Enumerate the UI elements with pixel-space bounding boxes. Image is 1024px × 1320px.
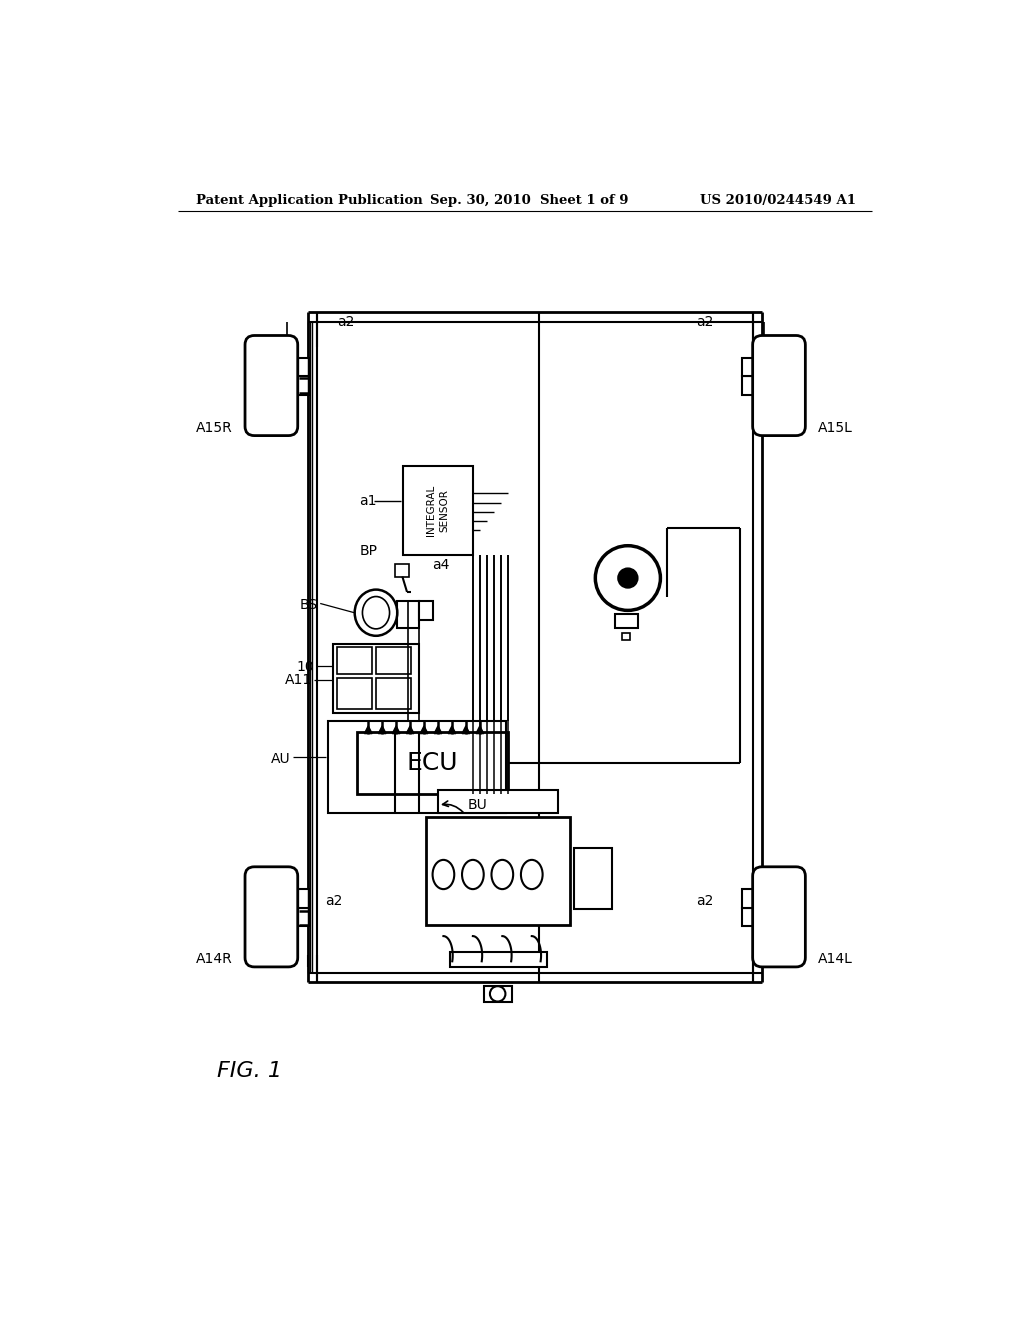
Text: A11: A11 bbox=[285, 673, 311, 688]
Polygon shape bbox=[392, 726, 400, 734]
Polygon shape bbox=[365, 726, 372, 734]
Bar bbox=[438, 789, 558, 813]
Bar bbox=[573, 847, 612, 909]
Text: AU: AU bbox=[271, 752, 291, 766]
Bar bbox=[761, 348, 797, 354]
Text: A14R: A14R bbox=[196, 952, 232, 966]
Polygon shape bbox=[420, 726, 428, 734]
Text: a3: a3 bbox=[640, 560, 656, 573]
Bar bbox=[426, 817, 569, 924]
Bar bbox=[741, 358, 753, 376]
Bar bbox=[761, 936, 797, 942]
Bar bbox=[254, 405, 289, 411]
Bar bbox=[419, 601, 432, 619]
Text: BU: BU bbox=[467, 799, 487, 812]
Bar bbox=[741, 908, 753, 927]
Bar bbox=[483, 986, 512, 1002]
Bar bbox=[298, 908, 308, 927]
Text: INTEGRAL
SENSOR: INTEGRAL SENSOR bbox=[426, 484, 450, 536]
Text: BP: BP bbox=[359, 544, 377, 558]
Text: 10: 10 bbox=[296, 660, 314, 673]
Bar bbox=[761, 879, 797, 886]
Bar bbox=[298, 376, 308, 395]
Bar bbox=[614, 614, 638, 628]
Polygon shape bbox=[462, 726, 470, 734]
Circle shape bbox=[618, 569, 637, 587]
FancyBboxPatch shape bbox=[753, 867, 805, 966]
Polygon shape bbox=[449, 726, 456, 734]
Bar bbox=[741, 376, 753, 395]
Bar bbox=[450, 952, 547, 966]
Text: a4: a4 bbox=[432, 558, 450, 572]
Polygon shape bbox=[476, 726, 483, 734]
Polygon shape bbox=[434, 726, 442, 734]
Bar bbox=[337, 647, 372, 675]
Text: a2: a2 bbox=[695, 314, 713, 329]
Bar bbox=[328, 721, 506, 813]
Text: a2: a2 bbox=[326, 895, 343, 908]
Circle shape bbox=[595, 545, 660, 610]
Text: a1: a1 bbox=[359, 494, 377, 508]
Bar bbox=[403, 466, 473, 554]
FancyBboxPatch shape bbox=[245, 867, 298, 966]
Bar bbox=[334, 644, 419, 713]
Text: A14L: A14L bbox=[818, 952, 853, 966]
Text: Patent Application Publication: Patent Application Publication bbox=[197, 194, 423, 207]
Bar bbox=[254, 348, 289, 354]
Text: FIG. 1: FIG. 1 bbox=[217, 1061, 283, 1081]
Bar bbox=[376, 678, 411, 709]
Bar bbox=[254, 936, 289, 942]
Bar bbox=[761, 405, 797, 411]
Text: a2: a2 bbox=[337, 314, 354, 329]
Bar bbox=[298, 358, 308, 376]
FancyBboxPatch shape bbox=[245, 335, 298, 436]
Text: A15R: A15R bbox=[196, 421, 232, 434]
Text: US 2010/0244549 A1: US 2010/0244549 A1 bbox=[700, 194, 856, 207]
Bar bbox=[623, 634, 630, 640]
Text: a2: a2 bbox=[695, 895, 713, 908]
FancyBboxPatch shape bbox=[753, 335, 805, 436]
Polygon shape bbox=[378, 726, 386, 734]
Bar bbox=[254, 879, 289, 886]
Bar bbox=[298, 890, 308, 908]
Bar bbox=[395, 564, 410, 577]
Bar bbox=[356, 733, 508, 793]
Bar bbox=[397, 601, 419, 628]
Polygon shape bbox=[407, 726, 414, 734]
Text: BS: BS bbox=[300, 598, 317, 612]
Text: A15L: A15L bbox=[818, 421, 853, 434]
Bar bbox=[376, 647, 411, 675]
Bar bbox=[337, 678, 372, 709]
Text: Sep. 30, 2010  Sheet 1 of 9: Sep. 30, 2010 Sheet 1 of 9 bbox=[430, 194, 629, 207]
Text: ECU: ECU bbox=[407, 751, 458, 775]
Bar bbox=[741, 890, 753, 908]
